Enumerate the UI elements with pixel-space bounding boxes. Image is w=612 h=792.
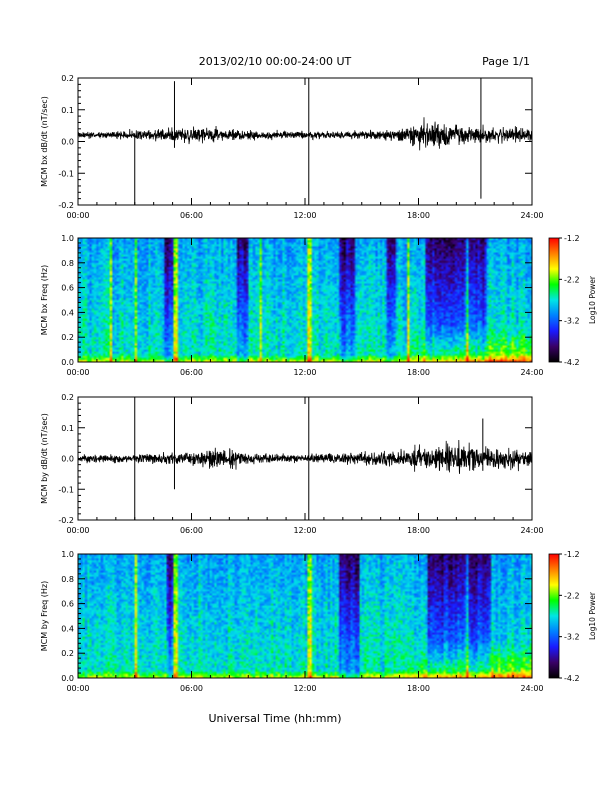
x-axis-title: Universal Time (hh:mm): [209, 712, 342, 725]
x-tick-label: 06:00: [180, 368, 203, 377]
y-tick-label: 0.0: [61, 358, 74, 367]
colorbar-title: Log10 Power: [588, 275, 597, 324]
colorbar-title: Log10 Power: [588, 591, 597, 640]
y-tick-label: 0.2: [61, 393, 74, 402]
plot-frame: [77, 237, 533, 363]
y-tick-label: 1.0: [61, 550, 74, 559]
figure-date-title: 2013/02/10 00:00-24:00 UT: [199, 55, 352, 68]
x-tick-label: 24:00: [520, 368, 543, 377]
x-tick-label: 12:00: [293, 684, 316, 693]
x-tick-label: 00:00: [66, 368, 89, 377]
y-tick-label: 0.0: [61, 674, 74, 683]
x-tick-label: 00:00: [66, 684, 89, 693]
y-tick-label: 0.0: [61, 138, 74, 147]
colorbar-tick-label: -2.2: [564, 275, 580, 284]
y-tick-label: 0.2: [61, 649, 74, 658]
x-tick-label: 18:00: [407, 368, 430, 377]
spectrogram-image: [78, 238, 532, 362]
colorbar-tick-label: -1.2: [564, 550, 580, 559]
y-axis-label: MCM bx dB/dt (nT/sec): [40, 96, 49, 187]
y-axis-label: MCM by Freq (Hz): [40, 581, 49, 651]
y-tick-label: 0.4: [61, 624, 74, 633]
x-tick-label: 12:00: [293, 368, 316, 377]
x-tick-label: 00:00: [66, 526, 89, 535]
y-tick-label: -0.1: [58, 169, 74, 178]
x-tick-label: 24:00: [520, 684, 543, 693]
y-tick-label: 0.0: [61, 455, 74, 464]
y-tick-label: 1.0: [61, 234, 74, 243]
colorbar-tick-label: -3.2: [564, 633, 580, 642]
db-dt-trace: [77, 117, 533, 151]
colorbar-tick-label: -4.2: [564, 674, 580, 683]
colorbar-tick-label: -2.2: [564, 591, 580, 600]
x-tick-label: 18:00: [407, 684, 430, 693]
plot-frame: [77, 553, 533, 679]
y-tick-label: 0.6: [61, 284, 74, 293]
y-tick-label: -0.2: [58, 516, 74, 525]
y-tick-label: 0.1: [61, 424, 74, 433]
x-tick-label: 06:00: [180, 684, 203, 693]
y-tick-label: 0.8: [61, 575, 74, 584]
spectrogram-image: [78, 554, 532, 678]
x-tick-label: 06:00: [180, 526, 203, 535]
y-tick-label: 0.4: [61, 308, 74, 317]
colorbar: [548, 237, 560, 363]
y-tick-label: 0.6: [61, 600, 74, 609]
x-tick-label: 24:00: [520, 526, 543, 535]
plot-frame: [77, 396, 533, 521]
plot-frame: [77, 77, 533, 206]
y-tick-label: 0.1: [61, 106, 74, 115]
colorbar: [548, 553, 560, 679]
y-tick-label: 0.8: [61, 259, 74, 268]
colorbar-tick-label: -4.2: [564, 358, 580, 367]
x-tick-label: 12:00: [293, 211, 316, 220]
y-tick-label: -0.2: [58, 201, 74, 210]
x-tick-label: 06:00: [180, 211, 203, 220]
x-tick-label: 00:00: [66, 211, 89, 220]
y-axis-label: MCM by dB/dt (nT/sec): [40, 413, 49, 504]
x-tick-label: 24:00: [520, 211, 543, 220]
page-label: Page 1/1: [482, 55, 530, 68]
colorbar-tick-label: -1.2: [564, 234, 580, 243]
y-axis-label: MCM bx Freq (Hz): [40, 265, 49, 335]
x-tick-label: 18:00: [407, 211, 430, 220]
y-tick-label: 0.2: [61, 74, 74, 83]
colorbar-tick-label: -3.2: [564, 317, 580, 326]
y-tick-label: -0.1: [58, 485, 74, 494]
y-tick-label: 0.2: [61, 333, 74, 342]
db-dt-trace: [77, 439, 533, 474]
x-tick-label: 12:00: [293, 526, 316, 535]
x-tick-label: 18:00: [407, 526, 430, 535]
